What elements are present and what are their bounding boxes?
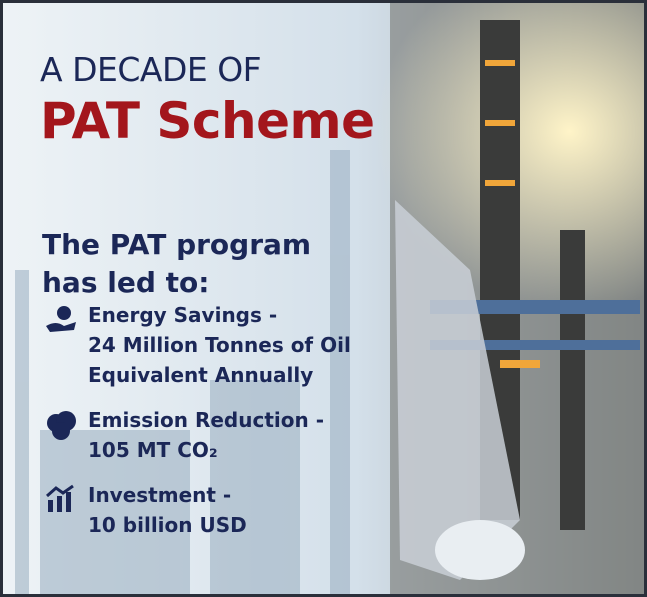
item-label: Investment - [88,483,232,507]
emission-icon [47,411,76,440]
item-detail: 105 MT CO₂ [88,438,218,462]
investment-icon [46,484,74,512]
item-label: Emission Reduction - [88,408,324,432]
title: PAT Scheme [40,92,375,150]
savings-icon [46,306,76,332]
stat-item: Investment - 10 billion USD [44,480,374,540]
kicker: A DECADE OF [40,50,262,89]
stat-item: Emission Reduction - 105 MT CO₂ [44,405,374,465]
item-label: Energy Savings - [88,303,278,327]
item-detail: 24 Million Tonnes of Oil Equivalent Annu… [88,333,351,387]
stat-item: Energy Savings - 24 Million Tonnes of Oi… [44,300,374,390]
item-detail: 10 billion USD [88,513,247,537]
intro: The PAT program has led to: [42,228,312,299]
